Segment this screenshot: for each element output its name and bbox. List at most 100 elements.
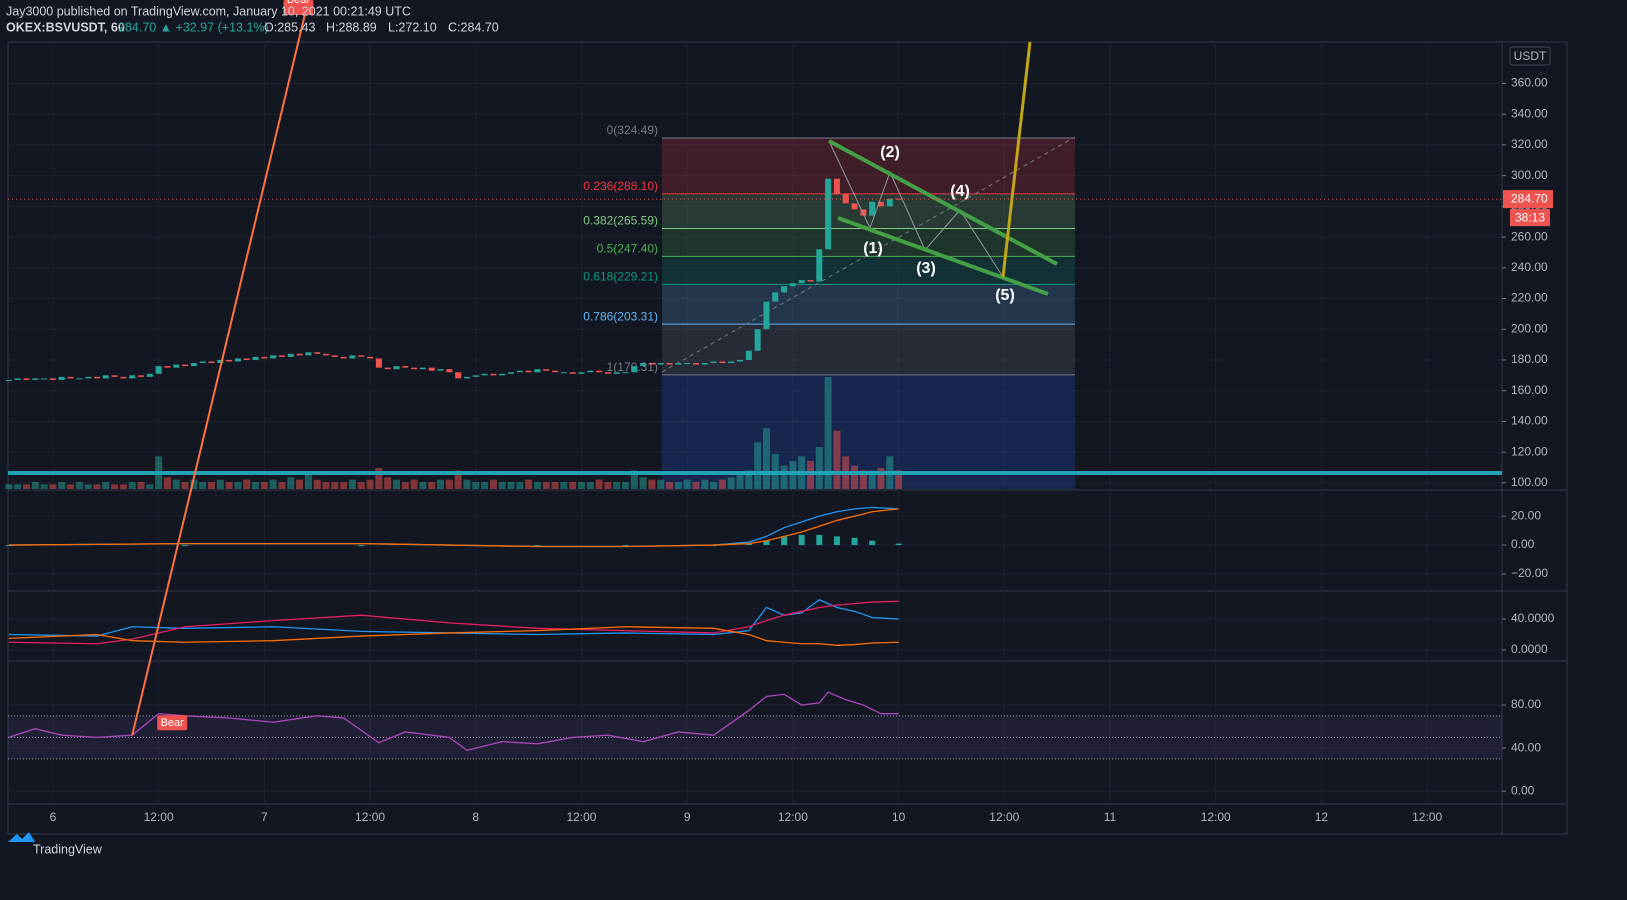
candle-body — [798, 280, 805, 284]
candle-body — [860, 209, 867, 216]
volume-bar — [278, 482, 286, 489]
candle-body — [340, 356, 347, 359]
volume-bar — [481, 482, 489, 489]
volume-bar — [31, 482, 39, 489]
volume-bar — [199, 482, 207, 489]
fib-label: 0.618(229.21) — [583, 270, 658, 284]
candle-body — [587, 370, 594, 373]
currency-box — [1509, 46, 1551, 66]
candle-body — [349, 355, 356, 359]
wave-label: (3) — [916, 260, 936, 277]
y-tick-label: 240.00 — [1511, 260, 1548, 274]
volume-bar — [648, 479, 656, 489]
y-tick-label: 40.00 — [1511, 740, 1541, 754]
indicator-line — [8, 626, 899, 646]
candle-body — [102, 375, 109, 379]
volume-bar — [14, 484, 22, 489]
volume-bar — [216, 479, 224, 489]
candle-body — [772, 292, 779, 302]
candle-body — [14, 378, 21, 380]
volume-bar — [833, 430, 841, 489]
volume-bar — [613, 482, 621, 489]
ohlc: C:284.70 — [448, 20, 499, 34]
change: 284.70 ▲ +32.97 (+13.1%) — [118, 20, 269, 34]
volume-bar — [58, 482, 66, 489]
y-tick-label: 360.00 — [1511, 76, 1548, 90]
candle-body — [604, 372, 611, 374]
histogram-bar — [763, 540, 770, 546]
candle-body — [287, 353, 294, 357]
volume-bar — [595, 479, 603, 489]
volume-bar — [348, 479, 356, 489]
x-tick-label: 12:00 — [778, 810, 808, 824]
volume-bar — [604, 482, 612, 489]
histogram-bar — [816, 534, 823, 546]
ohlc: O:285.43 — [264, 20, 315, 34]
volume-bar — [128, 482, 136, 489]
volume-bar — [868, 470, 876, 489]
volume-bar — [780, 465, 788, 489]
ohlc: H:288.89 — [326, 20, 377, 34]
currency: USDT — [1514, 49, 1547, 63]
candle-body — [728, 361, 735, 364]
candle-body — [516, 370, 523, 373]
volume-bar — [551, 482, 559, 489]
volume-bar — [366, 479, 374, 489]
candle-body — [472, 375, 479, 377]
histogram-bar — [534, 545, 541, 547]
candle-body — [737, 359, 744, 362]
wave-label: (1) — [863, 240, 883, 257]
candle-body — [305, 352, 312, 356]
y-tick-label: 0.0000 — [1511, 642, 1548, 656]
fib-label: 0.236(288.10) — [583, 179, 658, 193]
candle-body — [323, 353, 330, 356]
candle-body — [23, 378, 30, 380]
y-tick-label: 220.00 — [1511, 291, 1548, 305]
y-tick-label: 300.00 — [1511, 168, 1548, 182]
candle-body — [58, 376, 65, 380]
volume-bar — [67, 484, 75, 489]
volume-bar — [207, 482, 215, 489]
candle-body — [543, 369, 550, 371]
ohlc: L:272.10 — [388, 20, 437, 34]
volume-bar — [754, 442, 762, 489]
candle-body — [208, 361, 215, 364]
volume-bar — [745, 470, 753, 489]
volume-bar — [622, 482, 630, 489]
candle-body — [41, 378, 48, 380]
candle-body — [93, 376, 100, 379]
candle-body — [622, 372, 629, 374]
x-tick-label: 7 — [261, 810, 268, 824]
volume-bar — [463, 479, 471, 489]
price-tag-bg — [1503, 190, 1553, 209]
volume-bar — [824, 377, 832, 489]
volume-bar — [630, 470, 638, 489]
fib-label: 0.5(247.40) — [597, 242, 658, 256]
fib-zone — [662, 138, 1075, 194]
frame — [7, 41, 1568, 835]
candle-body — [217, 359, 224, 364]
x-tick-label: 8 — [472, 810, 479, 824]
bear-tag — [283, 0, 314, 15]
volume-bar — [666, 482, 674, 489]
candle-body — [851, 203, 858, 210]
volume-bar — [533, 482, 541, 489]
candle-body — [402, 366, 409, 368]
volume-bar — [163, 477, 171, 489]
candle-body — [490, 373, 497, 376]
volume-bar — [586, 482, 594, 489]
fib-label: 0(324.49) — [607, 123, 658, 137]
symbol: OKEX:BSVUSDT, 60 — [6, 20, 125, 34]
volume-bar — [445, 479, 453, 489]
volume-bar — [454, 470, 462, 489]
candle-body — [569, 372, 576, 374]
indicator-line — [8, 598, 899, 637]
bear-label: Bear — [161, 717, 185, 729]
volume-bar — [75, 482, 83, 489]
indicator-line — [8, 600, 899, 645]
candles — [5, 178, 902, 381]
candle-body — [675, 363, 682, 365]
candle-body — [842, 194, 849, 204]
grid — [8, 42, 1506, 804]
candle-body — [5, 379, 12, 381]
